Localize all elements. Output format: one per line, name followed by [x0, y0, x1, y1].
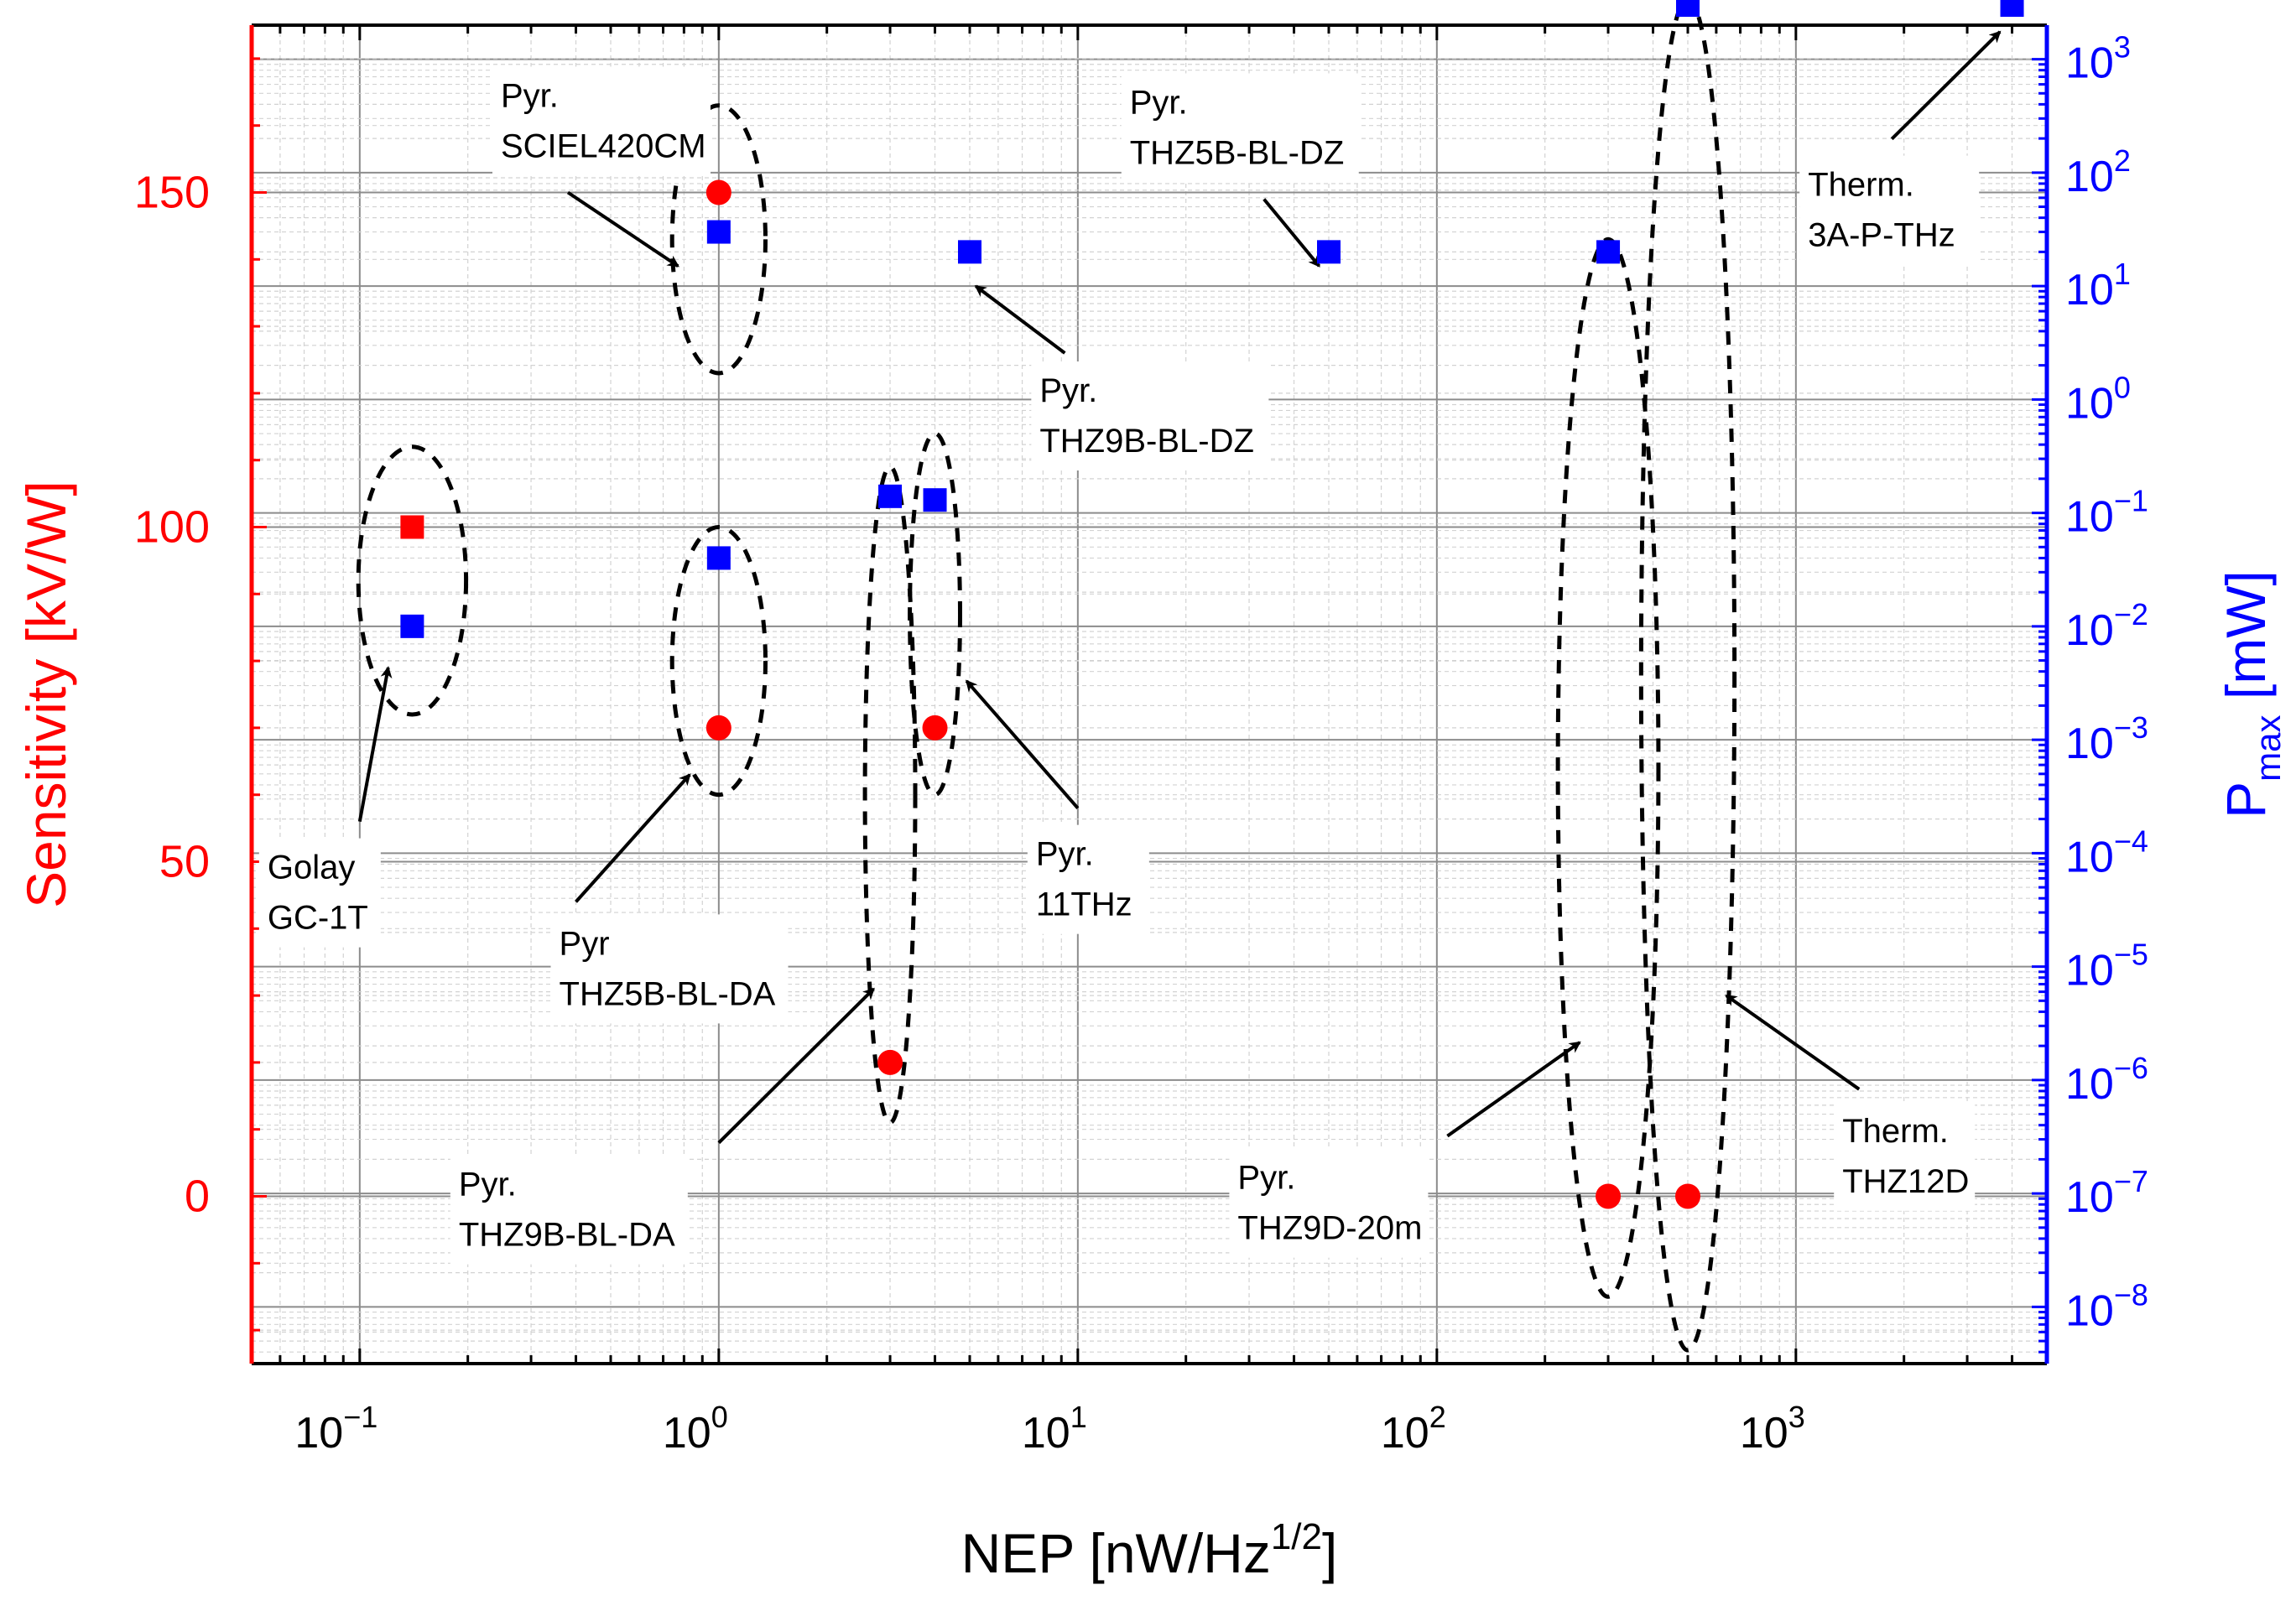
annotation-arrow-therm-3a	[1890, 30, 2002, 141]
sensitivity-point	[705, 179, 731, 205]
labels-layer: Golay GC-1T Pyr. SCIEL420CM Pyr. THZ9B-BL-DZ P…	[15, 30, 2288, 1584]
y-right-tick-label: 10−3	[2065, 710, 2148, 768]
group-ellipse-11thz	[908, 431, 962, 798]
pmax-point	[706, 546, 731, 570]
annotation-box-sciel	[492, 66, 711, 176]
annotation-label-thz12d: Therm.	[1842, 1113, 1949, 1150]
annotation-box-thz9b-da	[450, 1155, 688, 1265]
annotation-box-thz9b-dz	[1031, 361, 1269, 471]
annotation-arrow-sciel	[566, 190, 679, 268]
y-left-tick-label: 100	[134, 502, 210, 553]
sensitivity-point	[877, 1049, 903, 1075]
annotation-box-thz5b-dz	[1121, 73, 1359, 183]
y-right-tick-label: 10−5	[2065, 938, 2148, 995]
y-right-tick-label: 103	[2065, 30, 2131, 88]
annotation-label-therm-3a: Therm.	[1808, 167, 1914, 204]
pmax-point	[1596, 240, 1621, 264]
annotation-arrow-thz5b-da	[575, 773, 691, 903]
annotation-box-therm-3a	[1799, 155, 1980, 265]
pmax-point	[958, 240, 981, 264]
y-right-tick-label: 10−4	[2065, 824, 2148, 881]
annotation-arrow-thz9d	[1446, 1041, 1581, 1138]
x-tick-label: 100	[663, 1400, 728, 1458]
pmax-point	[706, 220, 731, 244]
sensitivity-point	[1675, 1183, 1700, 1209]
annotation-box-thz9d	[1229, 1148, 1429, 1258]
y-left-tick-label: 150	[134, 168, 210, 218]
y-left-axis-title: Sensitivity [kV/W]	[15, 481, 77, 908]
annotation-label-golay: GC-1T	[268, 900, 368, 937]
annotation-label-thz9d: THZ9D-20m	[1237, 1210, 1422, 1247]
annotation-label-thz9b-dz: Pyr.	[1039, 372, 1097, 409]
annotation-box-thz5b-da	[550, 914, 789, 1024]
axes-layer	[249, 23, 2049, 1365]
annotation-label-thz5b-dz: Pyr.	[1130, 84, 1188, 121]
y-right-tick-label: 101	[2065, 257, 2131, 314]
annotation-arrow-thz9b-dz	[974, 284, 1066, 355]
annotation-arrow-thz9b-da	[717, 987, 875, 1145]
y-right-tick-label: 10−6	[2065, 1051, 2148, 1109]
annotation-label-sciel: SCIEL420CM	[501, 128, 706, 165]
x-tick-label: 101	[1022, 1400, 1087, 1458]
x-tick-label: 102	[1381, 1400, 1446, 1458]
sensitivity-point	[922, 715, 948, 741]
y-right-tick-label: 10−2	[2065, 597, 2148, 655]
y-right-tick-label: 10−8	[2065, 1277, 2148, 1335]
annotation-label-11thz: 11THz	[1036, 886, 1132, 923]
annotation-label-thz5b-da: THZ5B-BL-DA	[560, 975, 776, 1012]
annotation-label-11thz: Pyr.	[1036, 836, 1094, 873]
y-left-tick-label: 0	[185, 1172, 210, 1222]
y-right-tick-label: 100	[2065, 370, 2131, 428]
group-ellipse-golay	[356, 444, 469, 717]
annotation-box-11thz	[1027, 824, 1149, 934]
annotation-label-thz9b-da: Pyr.	[459, 1167, 517, 1203]
group-ellipse-thz9d	[1555, 236, 1661, 1299]
pmax-point	[1317, 240, 1341, 264]
sensitivity-point	[705, 715, 731, 741]
group-ellipse-thz12d	[1638, 0, 1737, 1353]
annotation-box-golay	[258, 838, 381, 948]
pmax-point	[1676, 0, 1700, 18]
y-right-tick-label: 10−7	[2065, 1164, 2148, 1222]
annotation-arrow-thz5b-dz	[1263, 198, 1321, 268]
y-left-tick-label: 50	[159, 837, 210, 887]
sensitivity-point	[1596, 1183, 1622, 1209]
annotation-label-thz9d: Pyr.	[1237, 1160, 1295, 1197]
group-ellipse-sciel	[669, 103, 768, 376]
annotation-label-thz9b-dz: THZ9B-BL-DZ	[1039, 423, 1254, 460]
y-right-axis-title: Pmax [mW]	[2215, 570, 2288, 818]
pmax-point	[400, 614, 424, 638]
annotation-label-thz5b-dz: THZ5B-BL-DZ	[1130, 134, 1345, 171]
annotation-label-therm-3a: 3A-P-THz	[1808, 217, 1955, 254]
x-tick-label: 103	[1740, 1400, 1805, 1458]
pmax-point	[923, 488, 947, 512]
data-points-layer	[400, 0, 2024, 1209]
x-tick-label: 10−1	[294, 1400, 377, 1458]
annotation-box-layer	[258, 66, 1980, 1265]
pmax-point	[2000, 0, 2024, 18]
annotation-arrow-golay	[357, 666, 393, 822]
annotation-box-thz12d	[1834, 1101, 1976, 1211]
group-ellipse-thz9b-da	[862, 465, 918, 1125]
annotation-label-thz9b-da: THZ9B-BL-DA	[459, 1217, 675, 1254]
annotation-arrow-thz12d	[1725, 994, 1861, 1091]
annotation-label-sciel: Pyr.	[501, 78, 559, 115]
annotation-label-thz12d: THZ12D	[1842, 1163, 1969, 1200]
y-right-tick-label: 102	[2065, 143, 2131, 201]
ellipse-layer	[356, 0, 1737, 1353]
annotation-arrow-11thz	[965, 679, 1080, 809]
pmax-point	[878, 484, 903, 508]
x-axis-title: NEP [nW/Hz1/2]	[961, 1516, 1338, 1584]
group-ellipse-thz5b-da	[669, 525, 768, 798]
arrow-layer	[357, 30, 2002, 1145]
annotation-label-thz5b-da: Pyr	[560, 925, 610, 962]
y-right-tick-label: 10−1	[2065, 484, 2148, 542]
sensitivity-point	[400, 515, 424, 539]
annotation-label-golay: Golay	[268, 850, 356, 886]
